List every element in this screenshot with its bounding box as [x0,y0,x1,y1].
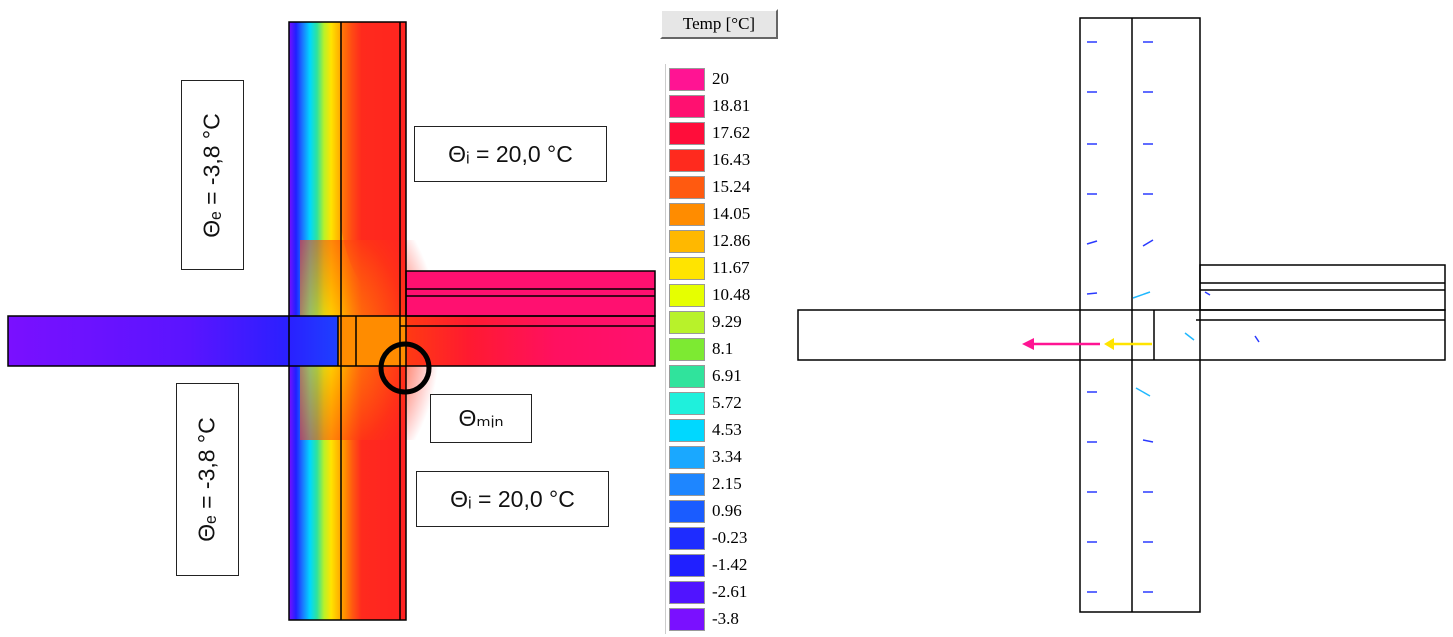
legend-swatch [669,94,705,118]
legend-swatch [669,580,705,604]
theta-i-top-text: Θᵢ = 20,0 °C [448,140,573,167]
theta-e-bottom-text: Θₑ = -3,8 °C [194,417,221,542]
legend-entry: 6.91 [669,363,742,389]
legend-value: 14.05 [712,204,751,223]
slab-outline [7,315,656,367]
legend-entry: 8.1 [669,336,733,362]
legend-entry: 10.48 [669,282,750,308]
flux-diagram [797,17,1446,613]
legend-value: 6.91 [712,366,742,385]
legend-entry: 9.29 [669,309,742,335]
legend-entry: 15.24 [669,174,750,200]
label-theta-e-top: Θₑ = -3,8 °C [181,80,244,270]
legend-swatch [669,418,705,442]
legend-value: -1.42 [712,555,748,574]
legend-value: 10.48 [712,285,751,304]
legend-entry: 14.05 [669,201,750,227]
legend-entry: 2.15 [669,471,742,497]
legend-entry: -0.23 [669,525,747,551]
legend-entry: 17.62 [669,120,750,146]
legend-swatch [669,337,705,361]
legend-value: 16.43 [712,150,751,169]
legend-value: 0.96 [712,501,742,520]
legend-swatch [669,607,705,631]
legend-entry: -1.42 [669,552,747,578]
legend-entry: -2.61 [669,579,747,605]
legend-swatch [669,121,705,145]
legend-entry: 12.86 [669,228,750,254]
slab-exterior [8,316,338,366]
wall-outline [288,21,407,621]
label-theta-min: Θₘᵢₙ [430,394,532,443]
flux-wall-outline [1079,17,1201,613]
legend-value: 2.15 [712,474,742,493]
flux-vectors [1022,41,1260,593]
legend-swatch [669,445,705,469]
theta-e-top-text: Θₑ = -3,8 °C [199,112,226,238]
legend-entry: -3.8 [669,606,739,632]
flux-floor-outline [1199,264,1446,311]
temperature-legend: 20 18.81 17.62 16.43 15.24 14.05 12.86 11.67 10.… [665,64,776,634]
legend-entry: 4.53 [669,417,742,443]
model-outlines [7,21,656,621]
legend-entry: 11.67 [669,255,750,281]
label-theta-e-bottom: Θₑ = -3,8 °C [176,383,239,576]
legend-value: 9.29 [712,312,742,331]
legend-value: -3.8 [712,609,739,628]
legend-value: -0.23 [712,528,748,547]
legend-swatch [669,499,705,523]
legend-title-button[interactable]: Temp [°C] [660,9,778,39]
legend-value: -2.61 [712,582,748,601]
legend-entry: 18.81 [669,93,750,119]
legend-entry: 16.43 [669,147,750,173]
legend-value: 20 [712,69,729,88]
theta-i-bottom-text: Θᵢ = 20,0 °C [450,485,575,512]
legend-value: 15.24 [712,177,751,196]
slab-interior [406,316,655,366]
legend-swatch [669,148,705,172]
floor-layer [406,271,655,316]
legend-entry: 5.72 [669,390,742,416]
legend-entry: 20 [669,66,729,92]
thermal-model [8,22,655,620]
label-theta-i-bottom: Θᵢ = 20,0 °C [416,471,609,527]
legend-entry: 3.34 [669,444,742,470]
theta-min-marker [378,341,432,395]
legend-swatch [669,553,705,577]
legend-swatch [669,67,705,91]
legend-swatch [669,391,705,415]
slab-in-wall [338,316,406,366]
legend-title-text: Temp [°C] [682,14,756,33]
legend-value: 11.67 [712,258,750,277]
legend-swatch [669,256,705,280]
legend-swatch [669,202,705,226]
legend-value: 3.34 [712,447,742,466]
flux-slab-outline [797,309,1446,361]
label-theta-i-top: Θᵢ = 20,0 °C [414,126,607,182]
legend-value: 17.62 [712,123,751,142]
floor-outline [405,270,656,317]
legend-value: 12.86 [712,231,751,250]
legend-entry: 0.96 [669,498,742,524]
legend-swatch [669,364,705,388]
legend-swatch [669,310,705,334]
legend-swatch [669,229,705,253]
legend-swatch [669,472,705,496]
legend-swatch [669,526,705,550]
legend-value: 4.53 [712,420,742,439]
theta-min-text: Θₘᵢₙ [458,405,504,431]
legend-value: 8.1 [712,339,734,358]
legend-value: 5.72 [712,393,742,412]
legend-value: 18.81 [712,96,751,115]
legend-swatch [669,175,705,199]
legend-swatch [669,283,705,307]
